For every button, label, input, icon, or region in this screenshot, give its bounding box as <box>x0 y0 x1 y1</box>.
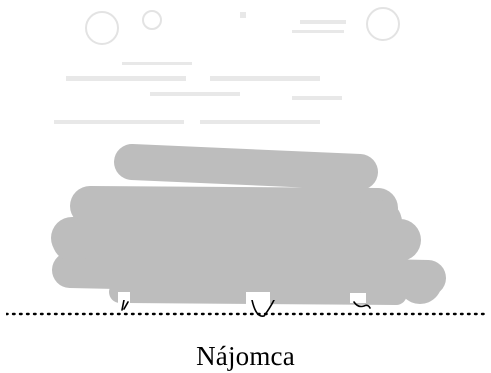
signature-redaction <box>51 144 446 306</box>
signature-role-label: Nájomca <box>196 341 295 371</box>
faded-stamp-icon <box>54 7 400 124</box>
handwritten-signature-icon <box>121 300 371 317</box>
signature-line <box>6 300 488 317</box>
